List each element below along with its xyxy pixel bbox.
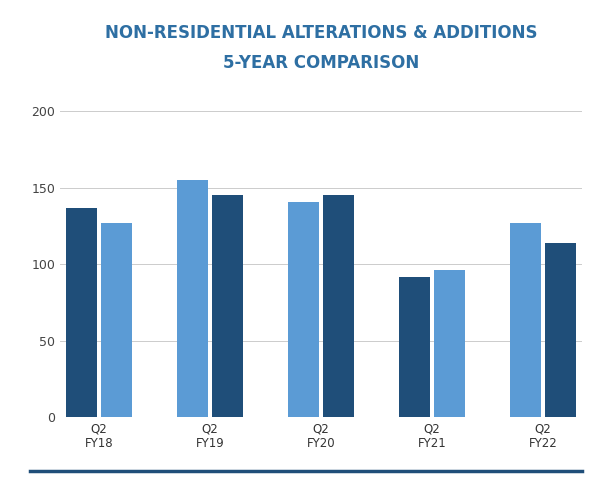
Bar: [323, 195, 354, 417]
Bar: [399, 276, 430, 417]
Bar: [510, 223, 541, 417]
Bar: [545, 243, 576, 417]
Bar: [66, 208, 97, 417]
Bar: [434, 271, 465, 417]
Bar: [288, 202, 319, 417]
Title: NON-RESIDENTIAL ALTERATIONS & ADDITIONS
5-YEAR COMPARISON: NON-RESIDENTIAL ALTERATIONS & ADDITIONS …: [105, 25, 537, 72]
Bar: [212, 195, 243, 417]
Bar: [177, 180, 208, 417]
Bar: [101, 223, 132, 417]
